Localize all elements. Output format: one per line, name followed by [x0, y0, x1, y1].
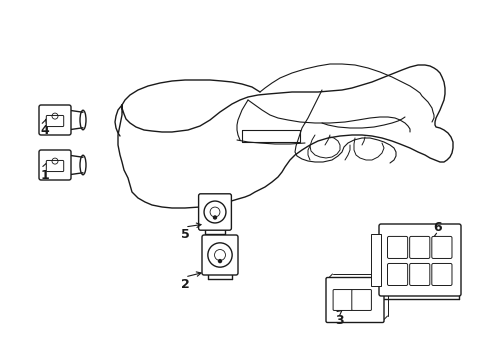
FancyBboxPatch shape	[378, 224, 460, 296]
FancyBboxPatch shape	[386, 264, 407, 285]
FancyBboxPatch shape	[370, 234, 380, 286]
FancyBboxPatch shape	[198, 194, 231, 230]
FancyBboxPatch shape	[409, 264, 429, 285]
FancyBboxPatch shape	[46, 116, 63, 127]
Circle shape	[213, 216, 216, 219]
FancyBboxPatch shape	[351, 289, 371, 310]
Text: 6: 6	[433, 220, 442, 234]
Text: 2: 2	[180, 279, 189, 292]
FancyBboxPatch shape	[431, 264, 451, 285]
FancyBboxPatch shape	[431, 237, 451, 258]
FancyBboxPatch shape	[39, 150, 71, 180]
Circle shape	[218, 260, 221, 262]
FancyBboxPatch shape	[46, 161, 63, 172]
FancyBboxPatch shape	[202, 235, 238, 275]
Text: 1: 1	[41, 168, 49, 181]
Text: 5: 5	[180, 229, 189, 242]
Text: 4: 4	[41, 123, 49, 136]
FancyBboxPatch shape	[332, 289, 352, 310]
FancyBboxPatch shape	[325, 278, 383, 323]
FancyBboxPatch shape	[39, 105, 71, 135]
FancyBboxPatch shape	[386, 237, 407, 258]
Text: 3: 3	[335, 314, 344, 327]
FancyBboxPatch shape	[409, 237, 429, 258]
